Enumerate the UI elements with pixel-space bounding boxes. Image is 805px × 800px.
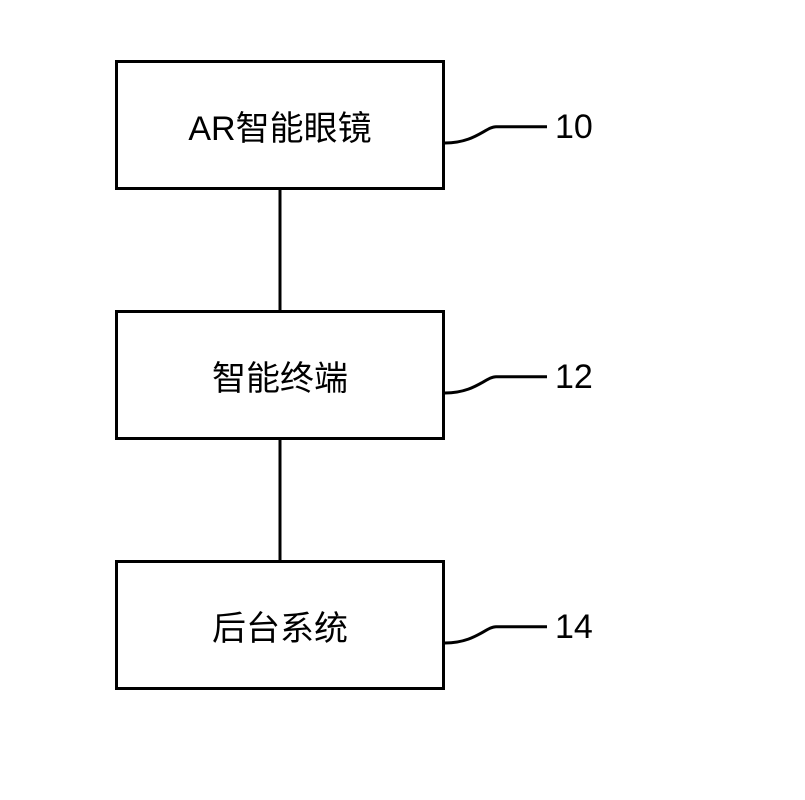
label-bracket: [445, 377, 547, 393]
flow-node-n2: 智能终端: [115, 310, 445, 440]
flow-node-n3: 后台系统: [115, 560, 445, 690]
flow-node-label: AR智能眼镜: [188, 101, 371, 150]
reference-number: 12: [555, 358, 593, 397]
label-bracket: [445, 627, 547, 643]
flow-node-n1: AR智能眼镜: [115, 60, 445, 190]
flow-node-label: 智能终端: [212, 351, 348, 400]
label-bracket: [445, 127, 547, 143]
diagram-canvas: AR智能眼镜智能终端后台系统 10 12 14: [0, 0, 805, 800]
reference-number: 14: [555, 608, 593, 647]
flow-node-label: 后台系统: [212, 601, 348, 650]
reference-number: 10: [555, 108, 593, 147]
